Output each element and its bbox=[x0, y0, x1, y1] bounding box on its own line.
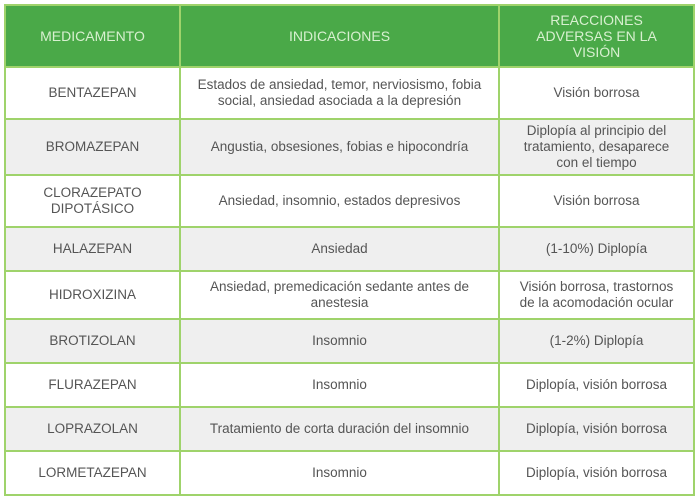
indicaciones-cell: Angustia, obsesiones, fobias e hipocondr… bbox=[179, 118, 500, 176]
indicaciones-cell: Insomnio bbox=[179, 318, 500, 364]
table-row: BROTIZOLAN Insomnio (1-2%) Diplopía bbox=[4, 318, 695, 364]
medicamento-cell: LORMETAZEPAN bbox=[4, 450, 181, 496]
header-row: MEDICAMENTO INDICACIONES REACCIONES ADVE… bbox=[4, 4, 695, 68]
table-row: LOPRAZOLAN Tratamiento de corta duración … bbox=[4, 406, 695, 452]
medicamento-cell: FLURAZEPAN bbox=[4, 362, 181, 408]
reacciones-cell: Diplopía, visión borrosa bbox=[498, 450, 695, 496]
table-row: CLORAZEPATO DIPOTÁSICO Ansiedad, insomnio… bbox=[4, 174, 695, 228]
medication-table: MEDICAMENTO INDICACIONES REACCIONES ADVE… bbox=[4, 4, 695, 496]
medicamento-cell: LOPRAZOLAN bbox=[4, 406, 181, 452]
medicamento-cell: HIDROXIZINA bbox=[4, 270, 181, 320]
indicaciones-cell: Insomnio bbox=[179, 362, 500, 408]
reacciones-cell: Diplopía al principio del tratamiento, d… bbox=[498, 118, 695, 176]
table-row: BENTAZEPAN Estados de ansiedad, temor, ne… bbox=[4, 66, 695, 120]
table-row: FLURAZEPAN Insomnio Diplopía, visión borro… bbox=[4, 362, 695, 408]
medicamento-cell: BENTAZEPAN bbox=[4, 66, 181, 120]
table-row: LORMETAZEPAN Insomnio Diplopía, visión bor… bbox=[4, 450, 695, 496]
indicaciones-cell: Insomnio bbox=[179, 450, 500, 496]
medicamento-cell: HALAZEPAN bbox=[4, 226, 181, 272]
medicamento-cell: BROMAZEPAN bbox=[4, 118, 181, 176]
indicaciones-cell: Estados de ansiedad, temor, nerviosismo,… bbox=[179, 66, 500, 120]
indicaciones-cell: Ansiedad bbox=[179, 226, 500, 272]
header-medicamento: MEDICAMENTO bbox=[4, 4, 181, 68]
reacciones-cell: Visión borrosa bbox=[498, 174, 695, 228]
reacciones-cell: (1-2%) Diplopía bbox=[498, 318, 695, 364]
reacciones-cell: Diplopía, visión borrosa bbox=[498, 362, 695, 408]
table-row: BROMAZEPAN Angustia, obsesiones, fobias e… bbox=[4, 118, 695, 176]
table-row: HIDROXIZINA Ansiedad, premedicación sedan… bbox=[4, 270, 695, 320]
reacciones-cell: (1-10%) Diplopía bbox=[498, 226, 695, 272]
indicaciones-cell: Ansiedad, insomnio, estados depresivos bbox=[179, 174, 500, 228]
reacciones-cell: Visión borrosa bbox=[498, 66, 695, 120]
indicaciones-cell: Ansiedad, premedicación sedante antes de… bbox=[179, 270, 500, 320]
header-reacciones: REACCIONES ADVERSAS EN LA VISIÓN bbox=[498, 4, 695, 68]
header-indicaciones: INDICACIONES bbox=[179, 4, 500, 68]
indicaciones-cell: Tratamiento de corta duración del insomn… bbox=[179, 406, 500, 452]
medicamento-cell: BROTIZOLAN bbox=[4, 318, 181, 364]
reacciones-cell: Visión borrosa, trastornos de la acomoda… bbox=[498, 270, 695, 320]
medicamento-cell: CLORAZEPATO DIPOTÁSICO bbox=[4, 174, 181, 228]
table-row: HALAZEPAN Ansiedad (1-10%) Diplopía bbox=[4, 226, 695, 272]
reacciones-cell: Diplopía, visión borrosa bbox=[498, 406, 695, 452]
